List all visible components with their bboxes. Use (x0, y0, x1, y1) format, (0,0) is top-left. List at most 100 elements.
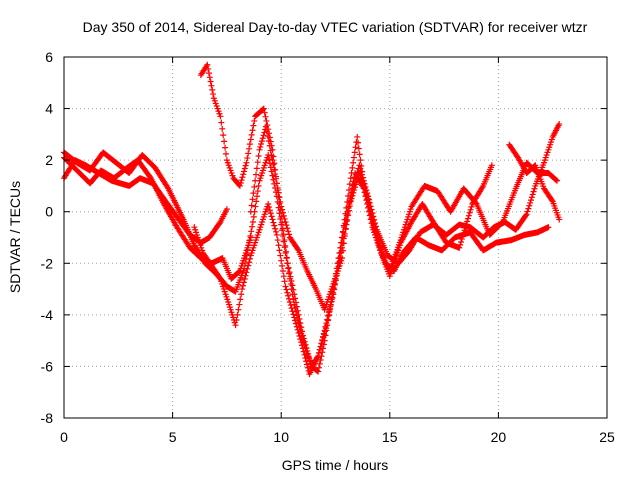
data-point (299, 345, 306, 352)
data-point (466, 209, 473, 216)
data-point (291, 291, 298, 298)
data-point (289, 308, 296, 315)
y-tick-label: -8 (41, 410, 54, 426)
data-point (232, 322, 239, 329)
chart-title: Day 350 of 2014, Sidereal Day-to-day VTE… (83, 19, 588, 35)
data-point (240, 279, 247, 286)
data-point (296, 333, 303, 340)
data-point (372, 220, 379, 227)
data-point (342, 220, 349, 227)
data-point (276, 194, 283, 201)
data-point (351, 149, 358, 156)
data-point (269, 216, 276, 223)
data-point (205, 65, 212, 72)
data-point (526, 202, 533, 209)
data-point (249, 196, 256, 203)
data-point (292, 299, 299, 306)
data-point (363, 187, 370, 194)
data-point (205, 70, 212, 77)
data-point (290, 311, 297, 318)
data-point (248, 228, 255, 235)
x-tick-label: 15 (382, 429, 398, 445)
data-point (241, 276, 248, 283)
data-point (314, 367, 321, 374)
data-point (303, 358, 310, 365)
data-point (365, 193, 372, 200)
data-point (268, 152, 275, 159)
data-point (458, 238, 465, 245)
data-point (282, 242, 289, 249)
data-point (272, 175, 279, 182)
data-series (61, 61, 563, 378)
data-point (325, 312, 332, 319)
data-point (273, 231, 280, 238)
data-point (370, 213, 377, 220)
data-point (365, 196, 372, 203)
data-point (253, 165, 260, 172)
data-point (267, 210, 274, 217)
axis-ticks: 0 5 10 15 20 25 -8 -6 -4 -2 0 2 4 6 (41, 49, 615, 445)
data-point (245, 262, 252, 269)
data-point (349, 164, 356, 171)
data-point (523, 211, 530, 218)
data-point (278, 213, 285, 220)
data-point (262, 123, 269, 130)
data-point (243, 269, 250, 276)
data-point (254, 193, 261, 200)
data-point (246, 255, 253, 262)
data-point (531, 185, 538, 192)
data-point (338, 239, 345, 246)
data-point (349, 189, 356, 196)
data-point (372, 223, 379, 230)
data-point (329, 289, 336, 296)
data-point (270, 219, 277, 226)
data-point (529, 191, 536, 198)
data-point (323, 322, 330, 329)
data-point (468, 203, 475, 210)
data-point (359, 174, 366, 181)
data-point (279, 206, 286, 213)
data-point (340, 229, 347, 236)
data-point (239, 174, 246, 181)
data-point (332, 275, 339, 282)
y-tick-label: 2 (45, 152, 53, 168)
data-point (242, 162, 249, 169)
data-point (293, 323, 300, 330)
data-point (280, 273, 287, 280)
data-point (289, 282, 296, 289)
data-point (281, 237, 288, 244)
data-point (291, 314, 298, 321)
data-point (260, 105, 267, 112)
data-point (250, 190, 257, 197)
data-point (527, 199, 534, 206)
data-point (364, 200, 371, 207)
data-point (219, 125, 226, 132)
data-point (522, 212, 529, 219)
y-tick-label: -2 (41, 255, 54, 271)
data-point (300, 348, 307, 355)
data-point (328, 298, 335, 305)
data-point (239, 286, 246, 293)
x-axis-label: GPS time / hours (282, 457, 389, 473)
data-point (306, 354, 313, 361)
data-point (335, 255, 342, 262)
data-point (251, 117, 258, 124)
data-point (266, 207, 273, 214)
data-point (276, 247, 283, 254)
data-point (355, 139, 362, 146)
series-track-7 (506, 141, 563, 223)
data-point (241, 165, 248, 172)
data-point (247, 208, 254, 215)
data-point (299, 342, 306, 349)
data-point (322, 328, 329, 335)
data-point (263, 128, 270, 135)
y-tick-label: -4 (41, 307, 54, 323)
data-point (272, 171, 279, 178)
data-point (254, 188, 261, 195)
data-point (283, 222, 290, 229)
x-tick-label: 20 (491, 429, 507, 445)
data-point (208, 82, 215, 89)
data-point (237, 296, 244, 303)
data-point (288, 305, 295, 312)
data-point (280, 212, 287, 219)
